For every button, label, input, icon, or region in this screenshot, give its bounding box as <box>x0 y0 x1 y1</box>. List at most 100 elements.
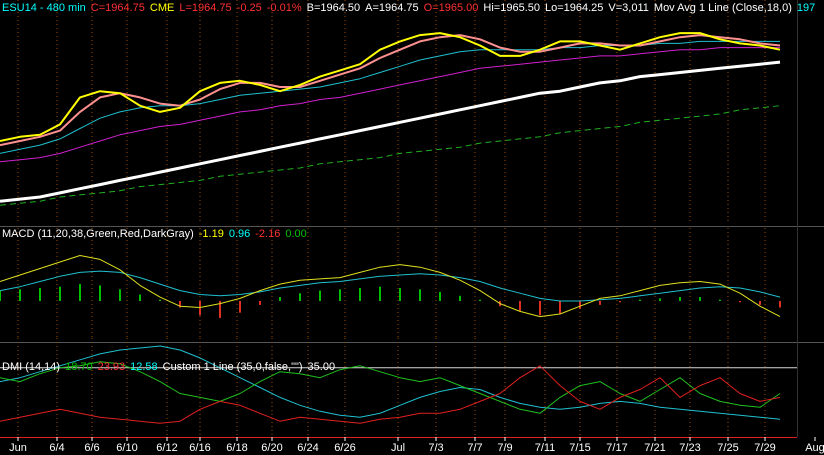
x-tick-label: 7/15 <box>569 442 590 454</box>
header-item: Custom 1 Line (35,0,false,"") <box>163 361 303 373</box>
panel-header: MACD (11,20,38,Green,Red,DarkGray) -1.19 0… <box>2 228 307 240</box>
histogram-bar <box>259 301 261 305</box>
header-item: -0.25 <box>237 2 262 14</box>
histogram-bar <box>219 301 221 318</box>
series-line <box>0 270 781 302</box>
histogram-bar <box>399 288 401 301</box>
x-tick-label: 7/21 <box>644 442 665 454</box>
header-item: -2.16 <box>255 228 280 240</box>
x-tick-label: 6/6 <box>84 442 99 454</box>
x-tick-label: 7/29 <box>754 442 775 454</box>
series-line <box>0 255 781 318</box>
x-tick-label: 6/20 <box>261 442 282 454</box>
series-line <box>0 345 781 420</box>
header-item: C=1964.75 <box>91 2 145 14</box>
x-tick-label: Aug <box>805 442 824 454</box>
histogram-bar <box>519 301 521 312</box>
x-tick-label: 6/10 <box>116 442 137 454</box>
header-item: DMI (14,14) <box>2 361 60 373</box>
header-item: 0.96 <box>229 228 250 240</box>
series-line <box>0 32 781 142</box>
header-item: Hi=1965.50 <box>483 2 540 14</box>
histogram-bar <box>539 301 541 316</box>
header-item: 35.00 <box>308 361 336 373</box>
histogram-bar <box>79 284 81 301</box>
header-item: MACD (11,20,38,Green,Red,DarkGray) <box>2 228 194 240</box>
histogram-bar <box>439 291 441 301</box>
header-item: Mov Avg 1 Line (Close,18,0) <box>654 2 792 14</box>
histogram-bar <box>379 286 381 301</box>
histogram-bar <box>599 301 601 305</box>
header-item: 197 <box>797 2 815 14</box>
histogram-bar <box>59 286 61 301</box>
header-item: 0.00 <box>285 228 306 240</box>
histogram-bar <box>119 289 121 301</box>
x-tick-label: 6/24 <box>297 442 318 454</box>
header-item: 23.93 <box>98 361 126 373</box>
histogram-bar <box>159 299 161 301</box>
header-item: O=1965.00 <box>424 2 479 14</box>
series-line <box>0 365 781 424</box>
x-tick-label: 7/7 <box>467 442 482 454</box>
histogram-bar <box>319 290 321 301</box>
series-line <box>0 47 780 163</box>
histogram-bar <box>479 299 481 301</box>
x-tick-label: 6/4 <box>49 442 64 454</box>
histogram-bar <box>639 299 641 301</box>
panel-header: DMI (14,14) 18.70 23.93 12.58 Custom 1 Line … <box>2 361 335 373</box>
header-item: ESU14 - 480 min <box>2 2 86 14</box>
histogram-bar <box>19 289 21 301</box>
histogram-bar <box>719 299 721 301</box>
x-tick-label: Jul <box>391 442 405 454</box>
histogram-bar <box>0 290 1 301</box>
histogram-bar <box>419 289 421 301</box>
histogram-bar <box>139 294 141 301</box>
x-tick-label: 6/16 <box>189 442 210 454</box>
histogram-bar <box>659 298 661 301</box>
histogram-bar <box>779 301 781 308</box>
series-line <box>0 361 781 414</box>
x-tick-label: 6/18 <box>226 442 247 454</box>
histogram-bar <box>459 295 461 301</box>
histogram-bar <box>699 297 701 301</box>
x-tick-label: 7/23 <box>679 442 700 454</box>
histogram-bar <box>239 301 241 313</box>
header-item: V=3,011 <box>608 2 648 14</box>
histogram-bar <box>199 301 201 316</box>
x-tick-label: 7/3 <box>428 442 443 454</box>
x-tick-label: 7/9 <box>497 442 512 454</box>
x-tick-label: 7/11 <box>535 442 556 454</box>
header-item: CME <box>150 2 174 14</box>
histogram-bar <box>39 288 41 301</box>
histogram-bar <box>299 293 301 301</box>
histogram-bar <box>579 301 581 309</box>
histogram-bar <box>739 301 741 303</box>
x-tick-label: 7/25 <box>717 442 738 454</box>
series-line <box>0 105 781 206</box>
series-line <box>0 60 781 203</box>
histogram-bar <box>279 297 281 301</box>
header-item: -0.01% <box>267 2 302 14</box>
histogram-bar <box>559 301 561 314</box>
x-tick-label: 7/17 <box>606 442 627 454</box>
header-item: 18.70 <box>65 361 93 373</box>
header-item: -1.19 <box>199 228 224 240</box>
histogram-bar <box>679 297 681 301</box>
x-tick-label: 6/12 <box>156 442 177 454</box>
series-line <box>0 34 781 147</box>
header-item: A=1964.75 <box>365 2 419 14</box>
histogram-bar <box>619 301 621 303</box>
header-item: Lo=1964.25 <box>545 2 603 14</box>
histogram-bar <box>759 301 761 305</box>
header-item: 12.58 <box>130 361 158 373</box>
x-tick-label: 6/26 <box>334 442 355 454</box>
histogram-bar <box>99 285 101 301</box>
histogram-bar <box>179 301 181 308</box>
header-item: B=1964.50 <box>307 2 361 14</box>
header-item: L=1964.75 <box>179 2 231 14</box>
histogram-bar <box>339 289 341 301</box>
x-tick-label: Jun <box>9 442 27 454</box>
panel-header: ESU14 - 480 min C=1964.75 CME L=1964.75 -0.2… <box>2 2 815 14</box>
